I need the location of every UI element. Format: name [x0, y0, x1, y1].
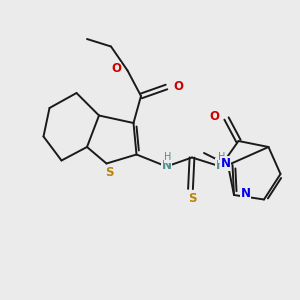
- Text: O: O: [209, 110, 219, 124]
- Text: O: O: [173, 80, 183, 93]
- Text: N: N: [161, 159, 172, 172]
- Text: S: S: [105, 166, 113, 179]
- Text: N: N: [241, 187, 250, 200]
- Text: H: H: [218, 152, 226, 163]
- Text: O: O: [111, 62, 121, 76]
- Text: N: N: [215, 159, 226, 172]
- Text: S: S: [188, 191, 196, 205]
- Text: H: H: [164, 152, 172, 163]
- Text: N: N: [220, 157, 231, 170]
